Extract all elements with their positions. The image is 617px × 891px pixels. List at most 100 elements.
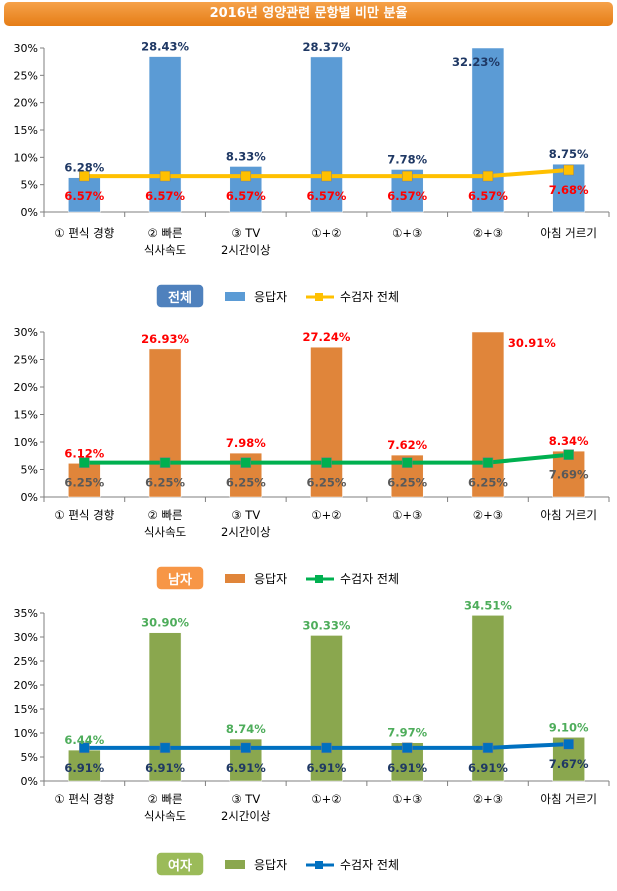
y-tick-label: 0% (21, 206, 38, 219)
line-point (240, 170, 252, 182)
y-tick-label: 20% (14, 97, 38, 110)
legend-bar-swatch (225, 292, 245, 301)
x-category-label: ②+③ (473, 508, 503, 522)
bar-data-label: 7.62% (387, 438, 427, 452)
x-category-label: ① 편식 경향 (54, 792, 114, 806)
x-category-label: ②+③ (473, 792, 503, 806)
chart-panel-3: 0% 5% 10% 15% 20% 25% 30% 35% 6.44% 30.90% 8.74% 30… (14, 598, 610, 877)
bar-data-label: 8.33% (226, 149, 266, 163)
line-point (79, 742, 90, 754)
line-point (482, 170, 494, 182)
line-data-label: 6.25% (226, 476, 266, 490)
line-point (321, 742, 332, 754)
chart-panel-2: 0% 5% 10% 15% 20% 25% 30% 6.12% 26.93% 7.98% 27.24… (14, 326, 610, 591)
x-category-label: 아침 거르기 (540, 792, 597, 806)
line-point (79, 170, 90, 182)
x-category-label: ② 빠른 (148, 226, 183, 240)
x-category-label: 아침 거르기 (540, 226, 597, 240)
legend-line-label: 수검자 전체 (340, 858, 399, 872)
bar-data-label: 30.33% (303, 618, 351, 632)
legend-line-marker (315, 861, 323, 869)
chart-title: 2016년 영양관련 문항별 비만 분율 (4, 2, 613, 26)
legend-badge (155, 565, 205, 591)
line-data-label: 6.91% (468, 761, 508, 775)
y-tick-label: 5% (21, 464, 38, 477)
legend-line-marker (315, 575, 323, 583)
legend-badge (155, 283, 205, 309)
line-data-label: 6.57% (307, 189, 347, 203)
bar-data-label: 6.28% (64, 161, 104, 175)
line-data-label: 6.57% (226, 189, 266, 203)
line-data-label: 6.25% (468, 476, 508, 490)
line-data-label: 7.67% (549, 757, 589, 771)
line-data-label: 7.68% (549, 183, 589, 197)
bar-data-label: 30.91% (508, 336, 556, 350)
line-point (482, 742, 494, 754)
x-category-label: 식사속도 (144, 243, 186, 257)
bar-data-label: 9.10% (549, 720, 589, 734)
bar (68, 463, 101, 498)
x-category-label: ①+③ (392, 792, 422, 806)
x-category-label: ③ TV (231, 508, 260, 522)
bar-data-label: 8.75% (549, 147, 589, 161)
legend-line-label: 수검자 전체 (340, 290, 399, 304)
x-category-label: 2시간이상 (221, 809, 271, 823)
y-tick-label: 25% (14, 655, 38, 668)
x-category-label: ①+② (311, 792, 341, 806)
x-category-label: 아침 거르기 (540, 508, 597, 522)
bar (471, 47, 505, 213)
line-data-label: 6.25% (145, 476, 185, 490)
y-tick-label: 35% (14, 607, 38, 620)
y-tick-label: 0% (21, 491, 38, 504)
line-data-label: 6.91% (64, 761, 104, 775)
x-category-label: ③ TV (231, 226, 260, 240)
x-category-label: ③ TV (231, 792, 260, 806)
y-tick-label: 30% (14, 326, 38, 339)
bar (310, 635, 343, 782)
bar-data-label: 7.97% (387, 726, 427, 740)
y-tick-label: 10% (14, 151, 38, 164)
y-tick-label: 5% (21, 179, 38, 192)
x-category-label: ② 빠른 (148, 792, 183, 806)
bar-data-label: 6.12% (64, 446, 104, 460)
line-point (563, 164, 574, 176)
bar (148, 632, 182, 782)
line-point (79, 457, 90, 468)
x-category-label: ① 편식 경향 (54, 226, 114, 240)
y-tick-label: 30% (14, 42, 38, 55)
y-tick-label: 15% (14, 409, 38, 422)
bar (68, 177, 101, 213)
x-category-label: 식사속도 (144, 809, 186, 823)
y-tick-label: 20% (14, 679, 38, 692)
x-category-label: ② 빠른 (148, 508, 183, 522)
line-point (563, 449, 574, 460)
legend-bar-label: 응답자 (254, 290, 287, 304)
line-data-label: 6.57% (64, 189, 104, 203)
x-category-label: ① 편식 경향 (54, 508, 114, 522)
line-point (401, 170, 413, 182)
line-point (482, 457, 494, 468)
legend-badge (155, 851, 205, 877)
x-category-label: ①+② (311, 508, 341, 522)
bar (471, 615, 505, 782)
bar-data-label: 30.90% (141, 616, 189, 630)
y-tick-label: 30% (14, 631, 38, 644)
bar (310, 346, 343, 498)
x-category-label: ②+③ (473, 226, 503, 240)
bar (148, 56, 182, 213)
bar-data-label: 6.44% (64, 733, 104, 747)
legend-badge-label: 남자 (168, 572, 192, 588)
chart-panel-1: 0% 5% 10% 15% 20% 25% 30% 6.28% 28.43% 8.33% 28.37… (14, 40, 610, 309)
bar (471, 331, 505, 498)
line-data-label: 6.91% (387, 761, 427, 775)
bar-data-label: 27.24% (303, 330, 351, 344)
bar-data-label: 8.74% (226, 722, 266, 736)
x-category-label: 2시간이상 (221, 243, 271, 257)
line-data-label: 6.57% (387, 189, 427, 203)
y-tick-label: 0% (21, 775, 38, 788)
x-category-label: ①+③ (392, 508, 422, 522)
bar-data-label: 26.93% (141, 332, 189, 346)
bar-data-label: 34.51% (464, 598, 512, 612)
line-data-label: 6.25% (387, 476, 427, 490)
